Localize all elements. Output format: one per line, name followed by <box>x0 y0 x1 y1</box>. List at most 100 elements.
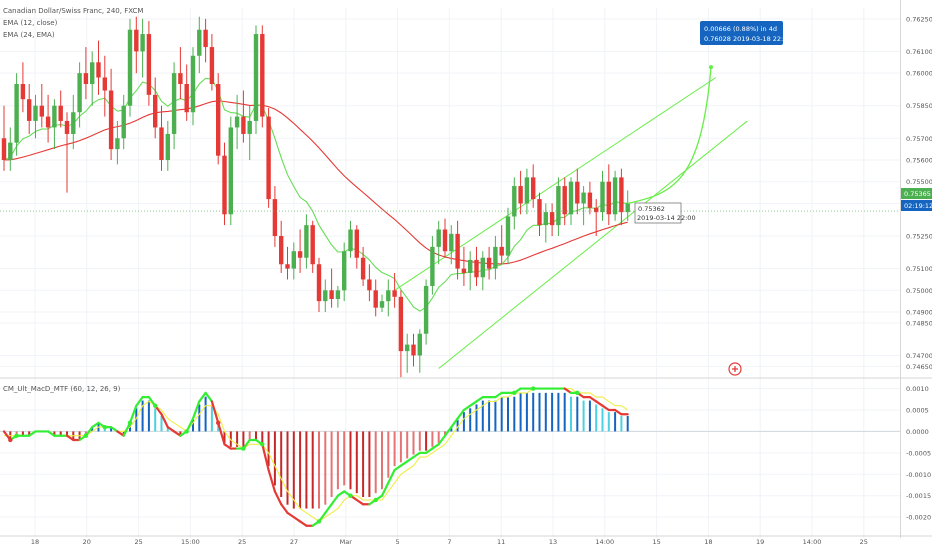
time-tick-label: 14:00 <box>803 538 822 546</box>
candle <box>625 190 630 221</box>
histogram-bar <box>242 431 245 447</box>
macd-line-segment <box>563 387 573 394</box>
candle <box>373 279 378 317</box>
channel-line <box>394 77 717 291</box>
candle <box>468 251 473 291</box>
macd-line-segment <box>280 503 289 514</box>
candle <box>323 279 328 313</box>
candle <box>115 120 120 165</box>
candle <box>77 62 82 128</box>
legend-ema-slow: EMA (24, EMA) <box>3 31 55 39</box>
cross-dot <box>127 420 133 426</box>
candle-body <box>27 99 32 121</box>
price-tick-label: 0.75100 <box>906 265 932 273</box>
histogram-bar <box>412 431 415 455</box>
candle <box>587 181 593 215</box>
add-alert-icon[interactable] <box>728 362 742 376</box>
histogram-bar <box>570 396 572 432</box>
macd-line-segment <box>462 404 472 412</box>
candle-body <box>39 105 44 117</box>
legend-title: Canadian Dollar/Swiss Franc, 240, FXCM <box>3 7 143 15</box>
histogram-bar <box>406 431 409 459</box>
channel-lines <box>394 77 748 369</box>
histogram-bar <box>450 427 453 432</box>
candle-body <box>524 177 530 204</box>
histogram-bar <box>305 431 308 509</box>
histogram-bar <box>236 431 239 447</box>
candle-body <box>102 77 107 91</box>
candle-body <box>247 120 252 134</box>
macd-tick-label: -0.0020 <box>906 514 931 522</box>
candle-body <box>518 186 523 204</box>
histogram-bar <box>513 396 516 432</box>
macd-tick-label: 0.0000 <box>906 428 929 436</box>
histogram-bar <box>444 431 446 436</box>
candle-body <box>253 34 259 121</box>
price-tick-label: 0.74850 <box>906 319 932 327</box>
candle-body <box>342 251 347 291</box>
candle <box>285 246 290 280</box>
histogram-bar <box>500 396 503 432</box>
candle <box>222 142 227 226</box>
grid <box>0 8 900 538</box>
candle <box>405 333 410 373</box>
projection-label-box[interactable] <box>700 21 783 45</box>
histogram-bar <box>273 431 276 486</box>
cross-dot <box>83 433 89 438</box>
candle <box>8 127 13 171</box>
candle <box>71 94 76 150</box>
candle-body <box>266 116 271 200</box>
histogram-bar <box>154 408 157 432</box>
price-tick-label: 0.75000 <box>906 287 932 295</box>
candle-body <box>153 94 158 128</box>
candle <box>20 62 26 113</box>
legend-indicator: CM_Ult_MacD_MTF (60, 12, 26, 9) <box>3 385 121 393</box>
histogram-bar <box>204 396 207 432</box>
histogram-bar <box>28 431 31 436</box>
candle <box>121 94 126 150</box>
candle <box>33 94 38 139</box>
projection-label-target: 0.76028 2019-03-18 22:00 <box>704 35 792 43</box>
macd-line-segment <box>91 421 100 429</box>
cursor-time: 2019-03-14 22:00 <box>637 214 696 222</box>
histogram-bar <box>494 400 497 432</box>
histogram-bar <box>248 431 251 440</box>
candle-body <box>360 257 366 280</box>
candle-body <box>612 177 618 215</box>
macd-line-segment <box>191 400 201 420</box>
candle-body <box>216 84 221 156</box>
candle-body <box>386 290 391 302</box>
candle <box>297 229 303 273</box>
price-tick-label: 0.75850 <box>906 102 932 110</box>
time-tick-label: 20 <box>83 538 91 546</box>
macd-histogram <box>3 392 629 509</box>
candle <box>291 242 296 280</box>
cross-dot <box>216 420 221 426</box>
candle <box>184 64 189 121</box>
histogram-bar <box>286 431 289 505</box>
candle <box>209 34 215 91</box>
candle <box>379 294 385 313</box>
candle <box>562 177 567 226</box>
projection-label-change: 0.00666 (0.88%) in 4d <box>704 25 777 33</box>
histogram-bar <box>223 431 226 443</box>
histogram-bar <box>91 427 94 432</box>
macd-line-segment <box>116 430 125 437</box>
candle-body <box>146 34 152 95</box>
macd-line-segment <box>261 443 270 472</box>
candle-body <box>619 177 624 213</box>
candle-body <box>556 186 561 226</box>
histogram-bar <box>399 431 402 463</box>
candle-body <box>594 207 599 213</box>
macd-line-segment <box>286 511 295 519</box>
candle <box>1 105 7 171</box>
candle-body <box>373 290 378 308</box>
cross-dot <box>14 433 19 438</box>
macd-line-segment <box>160 413 169 429</box>
price-tick-label: 0.76100 <box>906 48 932 56</box>
histogram-bar <box>53 431 56 436</box>
candle-body <box>537 199 542 226</box>
candle-body <box>260 34 265 117</box>
macd-line-segment <box>122 421 132 437</box>
